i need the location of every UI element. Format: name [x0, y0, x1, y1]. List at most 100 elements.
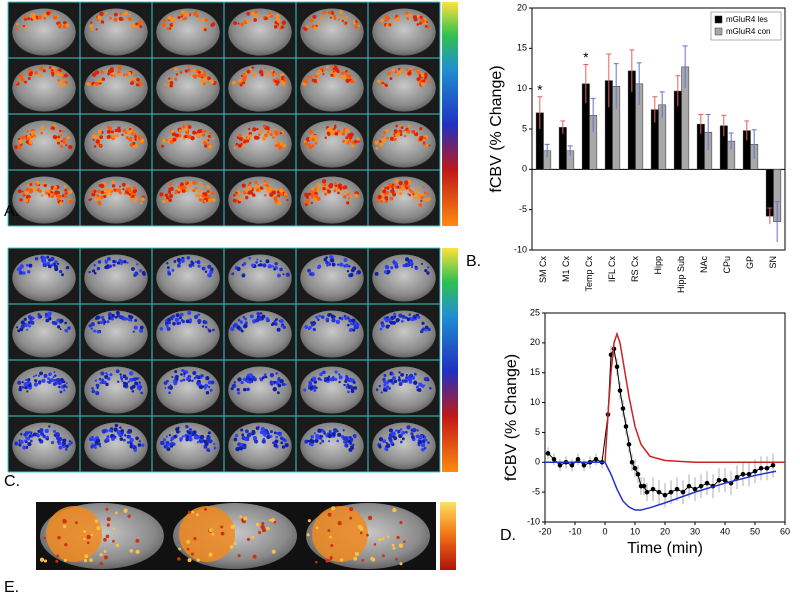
activation-dot — [166, 198, 169, 202]
activation-dot — [389, 136, 395, 141]
activation-dot — [120, 262, 123, 266]
activation-dot — [313, 26, 317, 31]
legend-swatch — [714, 27, 723, 36]
activation-dot — [188, 376, 191, 379]
activation-dot — [113, 12, 118, 17]
activation-dot — [273, 196, 278, 201]
activation-dot — [43, 183, 47, 188]
activation-dot — [32, 375, 36, 378]
activation-dot — [46, 11, 51, 16]
activation-dot — [100, 70, 104, 74]
series-line — [545, 331, 785, 464]
activation-dot — [187, 510, 191, 514]
activation-dot — [63, 389, 66, 392]
activation-dot — [20, 432, 23, 436]
activation-dot — [395, 124, 399, 128]
activation-dot — [192, 189, 196, 193]
activation-dot — [398, 185, 402, 189]
activation-dot — [255, 261, 258, 264]
activation-dot — [186, 320, 190, 323]
activation-dot — [183, 372, 186, 376]
activation-dot — [90, 445, 94, 449]
activation-dot — [427, 266, 430, 269]
activation-dot — [397, 430, 401, 434]
activation-dot — [58, 194, 62, 199]
activation-dot — [199, 434, 205, 440]
activation-dot — [110, 130, 114, 134]
activation-dot — [277, 383, 282, 388]
activation-dot — [174, 133, 179, 138]
activation-dot — [348, 318, 353, 323]
activation-dot — [59, 328, 62, 331]
activation-dot — [317, 22, 321, 26]
activation-dot — [126, 191, 130, 195]
activation-dot — [267, 264, 273, 269]
activation-dot — [53, 135, 58, 140]
activation-dot — [96, 386, 99, 390]
activation-dot — [345, 374, 349, 378]
activation-dot — [175, 427, 180, 432]
legend-label: mGluR4 les — [726, 15, 768, 24]
activation-dot — [24, 198, 28, 203]
activation-dot — [106, 373, 109, 377]
brain-slice — [12, 310, 76, 358]
activation-dot — [325, 70, 328, 73]
panel-label: B. — [466, 253, 481, 270]
activation-dot — [383, 131, 387, 135]
activation-dot — [420, 195, 424, 200]
activation-dot — [16, 326, 19, 329]
activation-dot — [396, 535, 400, 540]
activation-dot — [403, 129, 406, 132]
activation-dot — [416, 14, 420, 18]
activation-dot — [105, 507, 109, 511]
activation-dot — [192, 130, 197, 135]
activation-dot — [60, 139, 64, 143]
activation-dot — [258, 531, 262, 535]
activation-dot — [90, 322, 95, 327]
activation-dot — [230, 524, 235, 530]
activation-dot — [245, 429, 249, 434]
activation-dot — [326, 264, 329, 267]
activation-dot — [169, 23, 173, 27]
activation-dot — [100, 371, 105, 376]
activation-dot — [408, 313, 411, 316]
activation-dot — [345, 136, 349, 140]
activation-dot — [344, 439, 348, 443]
activation-dot — [391, 431, 396, 437]
activation-dot — [127, 71, 130, 74]
activation-dot — [405, 186, 409, 190]
data-point — [626, 442, 632, 447]
activation-dot — [349, 132, 354, 137]
activation-dot — [384, 199, 389, 204]
activation-dot — [167, 15, 172, 21]
activation-dot — [315, 434, 320, 439]
activation-dot — [57, 23, 62, 28]
activation-dot — [270, 518, 275, 523]
activation-dot — [419, 126, 423, 131]
activation-dot — [194, 260, 197, 263]
activation-dot — [273, 443, 278, 448]
activation-dot — [399, 562, 403, 566]
activation-dot — [177, 263, 181, 268]
activation-dot — [399, 428, 403, 431]
activation-dot — [263, 434, 266, 437]
data-point — [557, 462, 563, 468]
activation-dot — [307, 75, 311, 79]
activation-dot — [168, 198, 172, 202]
activation-dot — [352, 434, 357, 438]
activation-dot — [193, 314, 199, 320]
activation-dot — [414, 265, 417, 269]
activation-dot — [70, 441, 73, 445]
activation-dot — [233, 146, 237, 150]
activation-dot — [45, 435, 50, 439]
activation-dot — [126, 261, 129, 264]
activation-dot — [123, 508, 128, 513]
activation-dot — [394, 429, 398, 432]
activation-dot — [344, 317, 348, 321]
activation-dot — [366, 533, 369, 537]
activation-dot — [28, 140, 33, 145]
activation-dot — [127, 17, 131, 21]
activation-dot — [383, 270, 388, 274]
activation-dot — [56, 262, 60, 266]
activation-dot — [206, 448, 210, 452]
